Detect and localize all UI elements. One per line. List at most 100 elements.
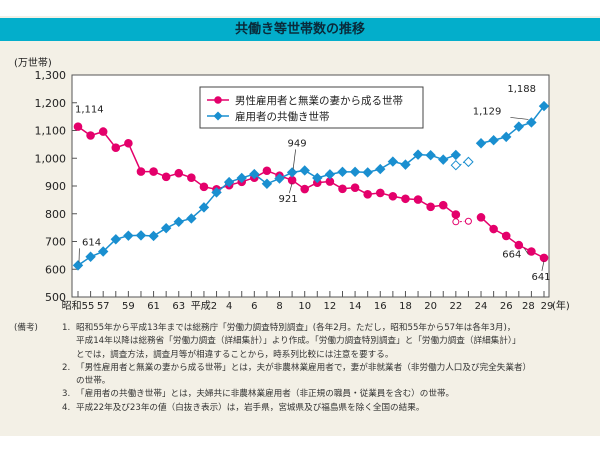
data-point	[123, 230, 134, 241]
data-point	[375, 188, 385, 198]
note-number: 2.	[62, 362, 71, 373]
data-point	[299, 165, 310, 176]
note-number: 1.	[62, 323, 71, 333]
data-point	[174, 168, 184, 178]
note-number: 4.	[62, 402, 71, 413]
y-tick-label: 500	[45, 291, 66, 304]
data-point	[338, 184, 347, 194]
data-point	[312, 172, 323, 184]
notes: (備考) 1. 昭和55年から平成13年までは総務庁「労働力調査特別調査」(各年2月…	[14, 322, 594, 415]
data-label: 614	[82, 237, 101, 248]
data-point	[349, 166, 361, 178]
data-point	[286, 167, 298, 178]
hollow-point	[463, 156, 474, 168]
data-point	[400, 159, 411, 170]
data-point	[236, 172, 247, 184]
data-label: 664	[502, 249, 521, 260]
note-lead	[14, 402, 62, 415]
data-point	[527, 247, 536, 256]
note-line: 4. 平成22年及び23年の値（白抜き表示）は，岩手県，宮城県及び福島県を除く全国…	[14, 402, 594, 415]
data-point	[451, 210, 461, 219]
x-tick-label: 8	[276, 301, 282, 312]
data-label: 949	[288, 138, 307, 149]
x-tick-label: 22	[449, 301, 462, 312]
note-lead	[14, 388, 62, 401]
data-point	[324, 169, 336, 180]
data-point	[388, 191, 398, 201]
x-tick-label: 4	[226, 301, 232, 312]
data-point	[223, 176, 235, 188]
data-point	[538, 100, 550, 112]
x-tick-label: 28	[522, 301, 535, 312]
note-line: とでは，調査方法，調査月等が相違することから，時系列比較には注意を要する。	[76, 349, 394, 360]
data-point	[438, 154, 449, 165]
data-point	[375, 163, 386, 175]
x-tick-label: 63	[172, 301, 185, 312]
data-point	[300, 184, 310, 194]
data-point	[135, 230, 147, 241]
data-label: 641	[531, 272, 550, 283]
y-tick-label: 800	[45, 208, 66, 221]
data-point	[425, 149, 436, 161]
data-point	[526, 117, 537, 128]
data-point	[401, 194, 410, 204]
note-line: 2. 「男性雇用者と無業の妻から成る世帯」とは，夫が非農林業雇用者で，妻が非就業者…	[14, 362, 594, 375]
data-point	[161, 172, 171, 182]
data-point	[438, 200, 448, 210]
y-tick-label: 1,000	[35, 152, 67, 165]
note-number: 3.	[62, 389, 71, 400]
x-tick-label: 16	[374, 301, 387, 312]
data-point	[501, 231, 511, 241]
data-point	[387, 156, 399, 167]
x-tick-label: 59	[122, 301, 135, 312]
hollow-connector	[459, 220, 465, 223]
note-text: 昭和55年から平成13年までは総務庁「労働力調査特別調査」(各年2月。ただし，昭…	[76, 323, 516, 333]
legend-label: 男性雇用者と無業の妻から成る世帯	[235, 94, 403, 107]
data-point	[262, 166, 272, 176]
y-axis-label: (万世帯)	[14, 56, 52, 69]
data-point	[249, 168, 260, 180]
note-line: 平成14年以降は総務省「労働力調査（詳細集計）」より作成。「労働力調査特別調査」…	[76, 336, 521, 347]
label-leader	[510, 117, 529, 120]
chart-title: 共働き等世帯数の推移	[0, 18, 600, 41]
data-point	[362, 167, 373, 178]
data-point	[501, 131, 512, 143]
data-point	[111, 143, 121, 153]
note-line: の世帯。	[76, 376, 111, 387]
legend-box	[199, 86, 424, 129]
note-line: 3. 「雇用者の共働き世帯」とは，夫婦共に非農林業雇用者（非正規の職員・従業員を含…	[14, 388, 594, 401]
note-lead	[14, 362, 62, 375]
data-point	[261, 178, 273, 189]
data-point	[198, 202, 210, 213]
y-tick-label: 600	[45, 263, 66, 276]
data-label: 1,129	[473, 106, 502, 117]
data-point	[86, 131, 95, 140]
y-tick-label: 1,300	[35, 69, 67, 82]
data-point	[413, 195, 423, 204]
data-point	[337, 166, 348, 178]
x-tick-label: 20	[424, 301, 437, 312]
data-point	[274, 173, 285, 184]
data-point	[136, 167, 146, 176]
label-leader	[292, 149, 296, 170]
note-text: 「雇用者の共働き世帯」とは，夫婦共に非農林業雇用者（非正規の職員・従業員を含む）…	[76, 389, 455, 400]
label-leader	[524, 248, 529, 255]
data-point	[426, 202, 435, 212]
data-point	[73, 122, 83, 131]
data-label: 921	[279, 194, 298, 205]
data-point	[199, 182, 209, 192]
hollow-point	[450, 159, 462, 171]
y-tick-label: 700	[45, 236, 66, 249]
hollow-connector	[459, 161, 465, 166]
data-point	[514, 240, 524, 250]
x-tick-label: 24	[475, 301, 488, 312]
x-tick-label: 18	[399, 301, 412, 312]
data-label: 1,114	[75, 105, 104, 116]
x-tick-label: 26	[500, 301, 513, 312]
x-tick-label: 10	[298, 301, 311, 312]
label-leader	[541, 260, 545, 271]
data-point	[124, 138, 133, 148]
data-point	[72, 260, 84, 271]
data-point	[475, 138, 487, 149]
legend-marker	[213, 111, 223, 121]
